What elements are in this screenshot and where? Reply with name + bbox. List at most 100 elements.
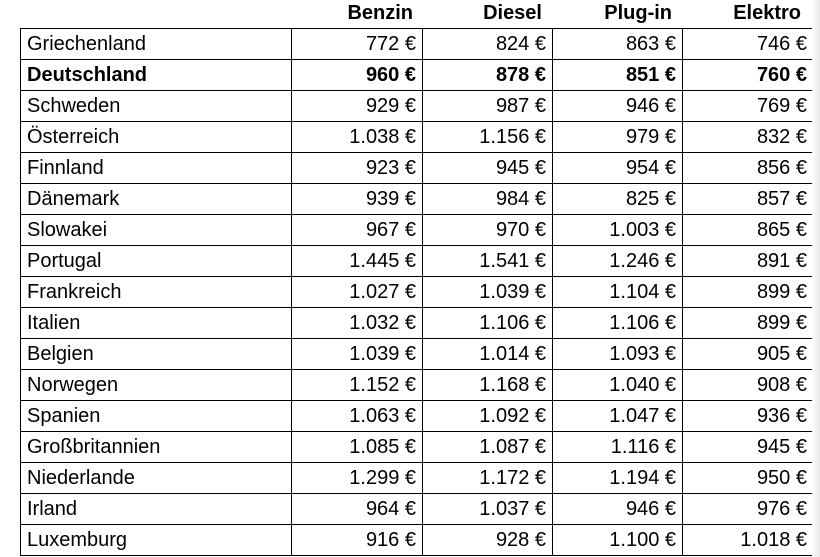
value-cell: 1.027 € (291, 276, 423, 308)
table-row: Griechenland 772 €824 €863 €746 € (20, 28, 814, 60)
value-cell: 960 € (291, 59, 423, 91)
value-cell: 1.003 € (552, 214, 683, 246)
value-cell: 824 € (422, 28, 553, 60)
value-cell: 945 € (422, 152, 553, 184)
value-cell: 1.152 € (291, 369, 423, 401)
value-cell: 865 € (682, 214, 814, 246)
value-cell: 1.100 € (552, 524, 683, 556)
header-benzin: Benzin (347, 2, 413, 24)
country-cell: Österreich (20, 121, 292, 153)
value-cell: 1.039 € (422, 276, 553, 308)
table-row: Frankreich 1.027 €1.039 €1.104 €899 € (20, 276, 814, 308)
country-cell: Dänemark (20, 183, 292, 215)
country-cell: Italien (20, 307, 292, 339)
value-cell: 856 € (682, 152, 814, 184)
value-cell: 760 € (682, 59, 814, 91)
country-cell: Großbritannien (20, 431, 292, 463)
table-row: Luxemburg 916 €928 €1.100 €1.018 € (20, 524, 814, 556)
value-cell: 1.018 € (682, 524, 814, 556)
value-cell: 1.038 € (291, 121, 423, 153)
country-cell: Norwegen (20, 369, 292, 401)
country-cell: Finnland (20, 152, 292, 184)
value-cell: 1.063 € (291, 400, 423, 432)
value-cell: 979 € (552, 121, 683, 153)
country-cell: Spanien (20, 400, 292, 432)
value-cell: 945 € (682, 431, 814, 463)
country-cell: Griechenland (20, 28, 292, 60)
value-cell: 967 € (291, 214, 423, 246)
value-cell: 1.106 € (552, 307, 683, 339)
value-cell: 928 € (422, 524, 553, 556)
country-cell: Niederlande (20, 462, 292, 494)
value-cell: 1.106 € (422, 307, 553, 339)
value-cell: 1.104 € (552, 276, 683, 308)
table-row: Niederlande 1.299 €1.172 €1.194 €950 € (20, 462, 814, 494)
value-cell: 1.246 € (552, 245, 683, 277)
table-row: Österreich 1.038 €1.156 €979 €832 € (20, 121, 814, 153)
page-edge (812, 0, 820, 557)
value-cell: 1.087 € (422, 431, 553, 463)
value-cell: 987 € (422, 90, 553, 122)
value-cell: 929 € (291, 90, 423, 122)
header-diesel: Diesel (483, 2, 542, 24)
value-cell: 1.092 € (422, 400, 553, 432)
value-cell: 950 € (682, 462, 814, 494)
value-cell: 1.299 € (291, 462, 423, 494)
country-cell: Frankreich (20, 276, 292, 308)
value-cell: 1.032 € (291, 307, 423, 339)
country-cell: Portugal (20, 245, 292, 277)
value-cell: 1.040 € (552, 369, 683, 401)
table-row: Belgien 1.039 €1.014 €1.093 €905 € (20, 338, 814, 370)
value-cell: 954 € (552, 152, 683, 184)
value-cell: 1.047 € (552, 400, 683, 432)
table-row: Slowakei 967 €970 €1.003 €865 € (20, 214, 814, 246)
table-row: Finnland 923 €945 €954 €856 € (20, 152, 814, 184)
value-cell: 970 € (422, 214, 553, 246)
value-cell: 1.037 € (422, 493, 553, 525)
table-row: Großbritannien 1.085 €1.087 €1.116 €945 € (20, 431, 814, 463)
value-cell: 1.172 € (422, 462, 553, 494)
country-cell: Slowakei (20, 214, 292, 246)
value-cell: 899 € (682, 307, 814, 339)
country-cell: Luxemburg (20, 524, 292, 556)
value-cell: 936 € (682, 400, 814, 432)
value-cell: 1.168 € (422, 369, 553, 401)
value-cell: 905 € (682, 338, 814, 370)
value-cell: 923 € (291, 152, 423, 184)
country-cell: Schweden (20, 90, 292, 122)
value-cell: 964 € (291, 493, 423, 525)
table-row: Dänemark 939 €984 €825 €857 € (20, 183, 814, 215)
column-header-row: Benzin Diesel Plug-in Elektro (0, 0, 820, 28)
value-cell: 1.039 € (291, 338, 423, 370)
value-cell: 863 € (552, 28, 683, 60)
header-elektro: Elektro (733, 2, 801, 24)
table-row: Norwegen 1.152 €1.168 €1.040 €908 € (20, 369, 814, 401)
table-body: Griechenland 772 €824 €863 €746 € Deutschl… (20, 28, 814, 556)
value-cell: 851 € (552, 59, 683, 91)
table-row: Italien 1.032 €1.106 €1.106 €899 € (20, 307, 814, 339)
table-row: Schweden 929 €987 €946 €769 € (20, 90, 814, 122)
value-cell: 1.085 € (291, 431, 423, 463)
table-row: Portugal 1.445 €1.541 €1.246 €891 € (20, 245, 814, 277)
value-cell: 857 € (682, 183, 814, 215)
value-cell: 908 € (682, 369, 814, 401)
value-cell: 772 € (291, 28, 423, 60)
value-cell: 1.194 € (552, 462, 683, 494)
value-cell: 984 € (422, 183, 553, 215)
table-row: Spanien 1.063 €1.092 €1.047 €936 € (20, 400, 814, 432)
value-cell: 891 € (682, 245, 814, 277)
country-cell: Belgien (20, 338, 292, 370)
value-cell: 1.541 € (422, 245, 553, 277)
table-row: Deutschland 960 €878 €851 €760 € (20, 59, 814, 91)
value-cell: 1.014 € (422, 338, 553, 370)
value-cell: 1.093 € (552, 338, 683, 370)
value-cell: 899 € (682, 276, 814, 308)
country-cell: Irland (20, 493, 292, 525)
value-cell: 976 € (682, 493, 814, 525)
value-cell: 832 € (682, 121, 814, 153)
value-cell: 1.445 € (291, 245, 423, 277)
header-plugin: Plug-in (604, 2, 672, 24)
value-cell: 916 € (291, 524, 423, 556)
value-cell: 946 € (552, 90, 683, 122)
value-cell: 1.116 € (552, 431, 683, 463)
